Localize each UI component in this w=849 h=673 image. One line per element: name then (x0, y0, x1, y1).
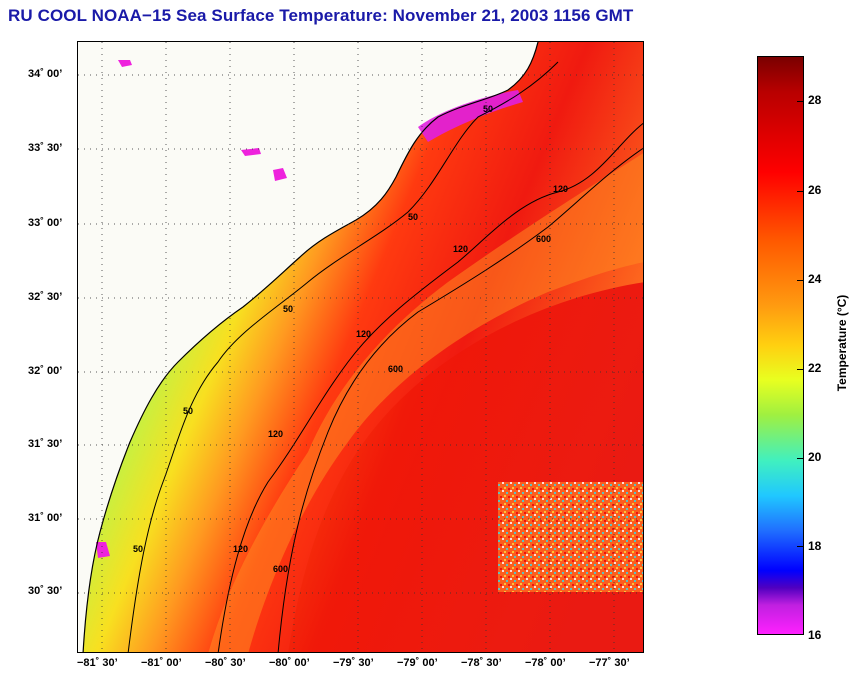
contour-label: 120 (453, 244, 468, 254)
contour-label: 120 (268, 429, 283, 439)
map-title: RU COOL NOAA−15 Sea Surface Temperature:… (8, 6, 634, 25)
colorbar-tick-label: 18 (808, 539, 822, 553)
lon-label: −78˚ 00’ (525, 657, 566, 669)
colorbar-tick-mark (797, 280, 803, 281)
land (78, 42, 538, 652)
contour-label: 50 (408, 212, 418, 222)
colorbar-label: Temperature (°C) (835, 294, 849, 392)
colorbar-tick-label: 20 (808, 450, 822, 464)
lat-label: 33˚ 00’ (28, 217, 63, 229)
colorbar-tick-label: 22 (808, 361, 822, 375)
graticule (78, 42, 643, 652)
contour-50 (127, 61, 559, 652)
lat-label: 30˚ 30’ (28, 585, 63, 597)
lat-label: 32˚ 00’ (28, 365, 63, 377)
contour-label: 120 (553, 184, 568, 194)
coastal-fringe (418, 90, 523, 142)
colorbar-tick-label: 26 (808, 183, 822, 197)
colorbar-tick-mark (797, 369, 803, 370)
lon-label: −80˚ 00’ (269, 657, 310, 669)
contour-label: 50 (133, 544, 143, 554)
sst-map: 50 50 50 50 50 120 120 120 120 120 600 6… (77, 41, 644, 653)
contour-label: 50 (183, 406, 193, 416)
colorbar-tick-label: 24 (808, 272, 822, 286)
colorbar-tick-label: 16 (808, 628, 822, 642)
cloud-spot-3 (273, 168, 287, 181)
coastline (82, 42, 539, 652)
lon-label: −79˚ 00’ (397, 657, 438, 669)
cloud-spot-4 (96, 542, 110, 558)
lat-label: 33˚ 30’ (28, 142, 63, 154)
colorbar-tick-mark (797, 191, 803, 192)
lon-label: −78˚ 30’ (461, 657, 502, 669)
contour-label: 50 (283, 304, 293, 314)
contour-600 (277, 147, 643, 652)
warm-band (208, 153, 643, 652)
lon-label: −81˚ 00’ (141, 657, 182, 669)
cloud-noise (498, 482, 643, 592)
cloud-spot-2 (241, 148, 261, 156)
contour-label: 600 (536, 234, 551, 244)
sst-map-canvas: 50 50 50 50 50 120 120 120 120 120 600 6… (78, 42, 643, 652)
contour-label: 120 (356, 329, 371, 339)
lon-label: −80˚ 30’ (205, 657, 246, 669)
lat-label: 32˚ 30’ (28, 291, 63, 303)
colorbar-tick-mark (797, 546, 803, 547)
colorbar-tick-mark (797, 458, 803, 459)
contour-label: 120 (233, 544, 248, 554)
lon-label: −79˚ 30’ (333, 657, 374, 669)
cloud-spot-1 (118, 60, 132, 67)
temperature-colorbar (757, 56, 804, 635)
lat-label: 34˚ 00’ (28, 68, 63, 80)
contour-label: 50 (483, 104, 493, 114)
lat-label: 31˚ 30’ (28, 438, 63, 450)
contour-label: 600 (273, 564, 288, 574)
lat-label: 31˚ 00’ (28, 512, 63, 524)
lon-label: −81˚ 30’ (77, 657, 118, 669)
contour-120 (217, 122, 643, 652)
lon-label: −77˚ 30’ (589, 657, 630, 669)
contour-label: 600 (388, 364, 403, 374)
colorbar-tick-mark (797, 101, 803, 102)
colorbar-tick-label: 28 (808, 93, 822, 107)
